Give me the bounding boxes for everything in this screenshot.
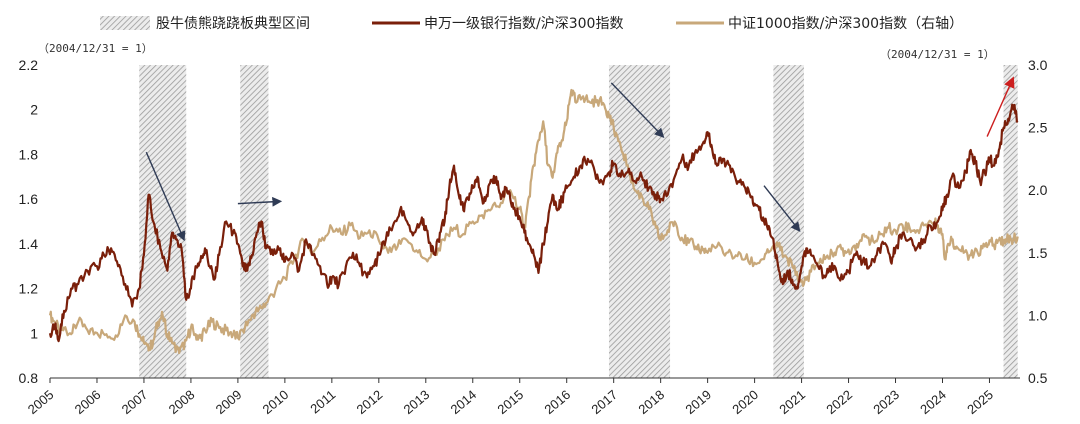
shaded-region-2 (608, 65, 671, 378)
y-left-tick-label-1.4: 1.4 (19, 236, 39, 252)
shaded-region-4 (1003, 65, 1018, 378)
base-note-right: （2004/12/31 = 1） (880, 48, 995, 61)
x-tick-label-2005: 2005 (25, 387, 57, 417)
x-tick-label-2019: 2019 (682, 387, 714, 417)
annotation-arrow-0 (145, 151, 186, 242)
x-tick-label-2008: 2008 (166, 387, 198, 417)
x-tick-label-2011: 2011 (307, 387, 338, 416)
annotation-arrow-2 (610, 82, 665, 138)
x-tick-label-2007: 2007 (119, 387, 151, 417)
annotation-arrow-3 (763, 185, 801, 232)
x-tick-label-2012: 2012 (354, 387, 386, 417)
legend-swatch-shaded (100, 16, 150, 30)
x-tick-label-2022: 2022 (823, 387, 855, 417)
legend: 股牛债熊跷跷板典型区间 申万一级银行指数/沪深300指数 中证1000指数/沪深… (100, 15, 963, 32)
y-right-tick-label-2.0: 2.0 (1028, 182, 1048, 198)
y-right-tick-label-1.0: 1.0 (1028, 307, 1048, 323)
x-tick-label-2009: 2009 (213, 387, 245, 417)
y-right-tick-label-1.5: 1.5 (1028, 245, 1048, 261)
x-tick-label-2016: 2016 (541, 387, 573, 417)
x-tick-label-2017: 2017 (588, 387, 620, 417)
legend-label-bank: 申万一级银行指数/沪深300指数 (424, 16, 623, 32)
x-tick-label-2018: 2018 (635, 387, 667, 417)
x-tick-label-2015: 2015 (494, 387, 526, 417)
series-line-csi1000-vs-csi300 (48, 88, 1019, 355)
base-note-left: （2004/12/31 = 1） (38, 42, 153, 55)
y-right-tick-label-3.0: 3.0 (1028, 57, 1048, 73)
annotations (145, 76, 1015, 242)
x-tick-label-2020: 2020 (729, 387, 761, 417)
x-tick-label-2024: 2024 (917, 387, 949, 417)
y-left-tick-label-1.6: 1.6 (19, 191, 39, 207)
annotation-arrow-1 (237, 196, 283, 207)
y-left-tick-label-0.8: 0.8 (19, 370, 39, 386)
x-tick-label-2010: 2010 (260, 387, 292, 417)
x-tick-label-2006: 2006 (72, 387, 104, 417)
y-right-tick-label-2.5: 2.5 (1028, 120, 1048, 136)
legend-label-csi1000: 中证1000指数/沪深300指数（右轴） (728, 16, 963, 32)
y-left-tick-label-1.8: 1.8 (19, 146, 39, 162)
shaded-region-3 (773, 65, 804, 378)
x-tick-label-2014: 2014 (447, 387, 479, 417)
y-left-tick-label-2.2: 2.2 (19, 57, 39, 73)
x-tick-label-2021: 2021 (776, 387, 808, 417)
y-right-tick-label-0.5: 0.5 (1028, 370, 1048, 386)
y-left-tick-label-1: 1 (30, 325, 38, 341)
y-left-tick-label-2: 2 (30, 102, 38, 118)
series-lines (48, 88, 1019, 355)
x-tick-label-2013: 2013 (401, 387, 433, 417)
x-tick-label-2023: 2023 (870, 387, 902, 417)
x-tick-label-2025: 2025 (964, 387, 996, 417)
annotation-arrow-4 (986, 76, 1015, 137)
y-left-tick-label-1.2: 1.2 (19, 281, 39, 297)
shaded-regions (139, 65, 1018, 378)
series-line-bank-vs-csi300 (48, 103, 1019, 343)
legend-label-shaded: 股牛债熊跷跷板典型区间 (156, 15, 310, 32)
